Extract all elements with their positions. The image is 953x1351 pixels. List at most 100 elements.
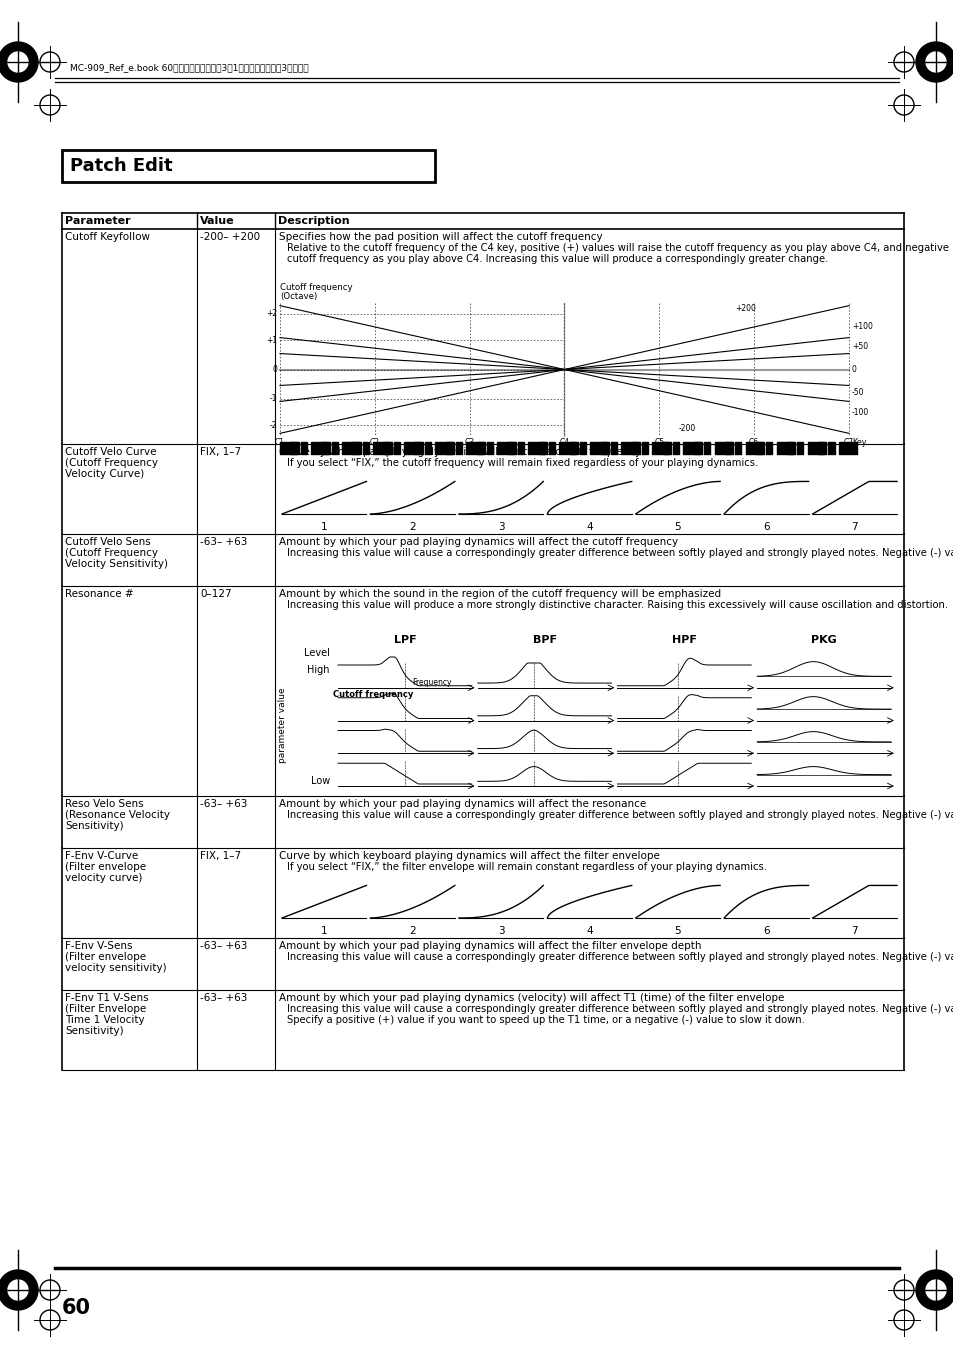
Text: If you select “FIX,” the cutoff frequency will remain fixed regardless of your p: If you select “FIX,” the cutoff frequenc… (287, 458, 758, 467)
Text: velocity curve): velocity curve) (65, 873, 142, 884)
Text: (Octave): (Octave) (280, 292, 317, 301)
Text: -63– +63: -63– +63 (200, 536, 247, 547)
Text: Description: Description (277, 216, 349, 226)
Text: F-Env T1 V-Sens: F-Env T1 V-Sens (65, 993, 149, 1002)
Text: C7: C7 (843, 438, 853, 447)
Text: +200: +200 (735, 304, 756, 313)
Text: Amount by which your pad playing dynamics will affect the cutoff frequency: Amount by which your pad playing dynamic… (278, 536, 678, 547)
Text: High: High (307, 665, 330, 676)
Text: -63– +63: -63– +63 (200, 798, 247, 809)
Text: -1: -1 (269, 394, 276, 403)
Bar (62, 150, 435, 182)
Text: Resonance #: Resonance # (65, 589, 133, 598)
Text: Velocity Curve): Velocity Curve) (65, 469, 144, 480)
Text: Amount by which your pad playing dynamics will affect the filter envelope depth: Amount by which your pad playing dynamic… (278, 942, 700, 951)
Text: Increasing this value will cause a correspondingly greater difference between so: Increasing this value will cause a corre… (287, 549, 953, 558)
Text: PKG: PKG (810, 635, 836, 644)
Text: Specify a positive (+) value if you want to speed up the T1 time, or a negative : Specify a positive (+) value if you want… (287, 1015, 804, 1025)
Text: C4: C4 (558, 438, 569, 447)
Circle shape (0, 42, 38, 82)
Text: HPF: HPF (671, 635, 696, 644)
Text: MC-909_Ref_e.book 60ページ　２００５年3月1日　火曜日　午後3時２９分: MC-909_Ref_e.book 60ページ ２００５年3月1日 火曜日 午後… (70, 63, 309, 73)
Text: -2: -2 (269, 422, 276, 430)
Text: Cutoff Velo Curve: Cutoff Velo Curve (65, 447, 156, 457)
Text: Sensitivity): Sensitivity) (65, 1025, 124, 1036)
Text: C5: C5 (654, 438, 663, 447)
Text: 5: 5 (674, 521, 680, 532)
Text: Increasing this value will produce a more strongly distinctive character. Raisin: Increasing this value will produce a mor… (287, 600, 947, 611)
Text: +1: +1 (266, 336, 276, 345)
Text: -200– +200: -200– +200 (200, 232, 260, 242)
Circle shape (8, 1279, 28, 1300)
Text: 3: 3 (497, 521, 504, 532)
Text: Cutoff Velo Sens: Cutoff Velo Sens (65, 536, 151, 547)
Text: parameter value: parameter value (278, 688, 287, 763)
Text: 0: 0 (851, 365, 856, 374)
Circle shape (925, 51, 945, 72)
Text: Sensitivity): Sensitivity) (65, 821, 124, 831)
Text: 60: 60 (62, 1298, 91, 1319)
Text: C6: C6 (748, 438, 759, 447)
Text: 6: 6 (762, 925, 769, 936)
Text: F-Env V-Curve: F-Env V-Curve (65, 851, 138, 861)
Circle shape (915, 42, 953, 82)
Text: (Cutoff Frequency: (Cutoff Frequency (65, 458, 158, 467)
Text: Increasing this value will cause a correspondingly greater difference between so: Increasing this value will cause a corre… (287, 952, 953, 962)
Text: -200: -200 (678, 423, 695, 432)
Text: (Cutoff Frequency: (Cutoff Frequency (65, 549, 158, 558)
Text: Amount by which your pad playing dynamics will affect the resonance: Amount by which your pad playing dynamic… (278, 798, 645, 809)
Circle shape (8, 51, 28, 72)
Text: -63– +63: -63– +63 (200, 942, 247, 951)
Text: Value: Value (200, 216, 234, 226)
Text: 1: 1 (320, 521, 327, 532)
Text: Low: Low (311, 777, 330, 786)
Text: cutoff frequency as you play above C4. Increasing this value will produce a corr: cutoff frequency as you play above C4. I… (287, 254, 827, 263)
Text: 5: 5 (674, 925, 680, 936)
Text: Curve by which pad playing dynamics will affect the cutoff frequency: Curve by which pad playing dynamics will… (278, 447, 640, 457)
Text: Cutoff frequency: Cutoff frequency (280, 282, 353, 292)
Text: Key: Key (851, 438, 865, 447)
Text: Velocity Sensitivity): Velocity Sensitivity) (65, 559, 168, 569)
Text: Amount by which your pad playing dynamics (velocity) will affect T1 (time) of th: Amount by which your pad playing dynamic… (278, 993, 783, 1002)
Text: (Filter envelope: (Filter envelope (65, 952, 146, 962)
Text: -100: -100 (851, 408, 868, 416)
Circle shape (915, 1270, 953, 1310)
Text: Time 1 Velocity: Time 1 Velocity (65, 1015, 145, 1025)
Text: Increasing this value will cause a correspondingly greater difference between so: Increasing this value will cause a corre… (287, 811, 953, 820)
Text: Specifies how the pad position will affect the cutoff frequency: Specifies how the pad position will affe… (278, 232, 602, 242)
Text: 4: 4 (585, 521, 592, 532)
Text: FIX, 1–7: FIX, 1–7 (200, 851, 241, 861)
Text: FIX, 1–7: FIX, 1–7 (200, 447, 241, 457)
Text: -50: -50 (851, 388, 863, 397)
Text: 7: 7 (851, 521, 857, 532)
Text: Parameter: Parameter (65, 216, 131, 226)
Text: 0–127: 0–127 (200, 589, 232, 598)
Text: (Filter envelope: (Filter envelope (65, 862, 146, 871)
Circle shape (0, 1270, 38, 1310)
Text: If you select “FIX,” the filter envelope will remain constant regardless of your: If you select “FIX,” the filter envelope… (287, 862, 766, 871)
Text: C3: C3 (464, 438, 475, 447)
Text: Curve by which keyboard playing dynamics will affect the filter envelope: Curve by which keyboard playing dynamics… (278, 851, 659, 861)
Text: Relative to the cutoff frequency of the C4 key, positive (+) values will raise t: Relative to the cutoff frequency of the … (287, 243, 953, 253)
Text: velocity sensitivity): velocity sensitivity) (65, 963, 167, 973)
Text: LPF: LPF (394, 635, 416, 644)
Text: 2: 2 (409, 925, 416, 936)
Text: -63– +63: -63– +63 (200, 993, 247, 1002)
Text: 4: 4 (585, 925, 592, 936)
Text: Cutoff Keyfollow: Cutoff Keyfollow (65, 232, 150, 242)
Text: Reso Velo Sens: Reso Velo Sens (65, 798, 144, 809)
Text: 7: 7 (851, 925, 857, 936)
Text: BPF: BPF (532, 635, 556, 644)
Circle shape (925, 1279, 945, 1300)
Text: Level: Level (304, 648, 330, 658)
Text: 1: 1 (320, 925, 327, 936)
Text: +100: +100 (851, 323, 872, 331)
Text: Cutoff frequency: Cutoff frequency (333, 690, 413, 698)
Text: 0: 0 (272, 365, 276, 374)
Text: 6: 6 (762, 521, 769, 532)
Text: Frequency: Frequency (412, 678, 451, 688)
Text: F-Env V-Sens: F-Env V-Sens (65, 942, 132, 951)
Text: +2: +2 (266, 309, 276, 317)
Text: (Resonance Velocity: (Resonance Velocity (65, 811, 170, 820)
Text: C2: C2 (370, 438, 379, 447)
